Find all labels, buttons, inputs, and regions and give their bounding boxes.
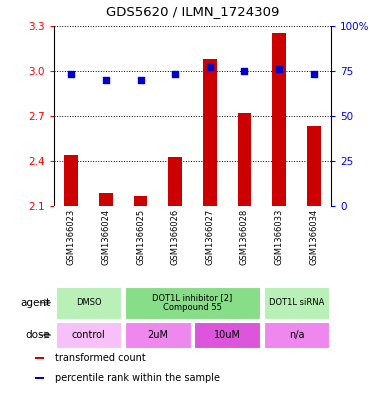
Text: DOT1L siRNA: DOT1L siRNA xyxy=(269,298,324,307)
Bar xyxy=(35,377,44,379)
Text: GSM1366028: GSM1366028 xyxy=(240,209,249,265)
Bar xyxy=(134,196,147,206)
Bar xyxy=(272,33,286,206)
Text: agent: agent xyxy=(20,298,50,308)
Text: dose: dose xyxy=(25,330,50,340)
Point xyxy=(103,77,109,83)
Bar xyxy=(125,287,260,318)
Text: GSM1366026: GSM1366026 xyxy=(171,209,180,265)
Bar xyxy=(264,322,330,348)
Point xyxy=(137,77,144,83)
Text: DMSO: DMSO xyxy=(76,298,101,307)
Point xyxy=(207,64,213,70)
Bar xyxy=(64,155,78,206)
Bar xyxy=(56,287,122,318)
Bar xyxy=(307,127,321,206)
Bar xyxy=(203,59,217,206)
Text: 2uM: 2uM xyxy=(147,330,168,340)
Bar xyxy=(35,357,44,360)
Bar xyxy=(56,322,122,348)
Text: 10uM: 10uM xyxy=(214,330,241,340)
Point xyxy=(68,71,74,77)
Text: transformed count: transformed count xyxy=(55,353,146,364)
Bar xyxy=(168,156,182,206)
Text: control: control xyxy=(72,330,105,340)
Point xyxy=(172,71,178,77)
Bar xyxy=(194,322,260,348)
Text: n/a: n/a xyxy=(289,330,304,340)
Text: GSM1366023: GSM1366023 xyxy=(67,209,76,265)
Text: GSM1366027: GSM1366027 xyxy=(205,209,214,265)
Bar xyxy=(125,322,191,348)
Bar xyxy=(99,193,113,206)
Text: percentile rank within the sample: percentile rank within the sample xyxy=(55,373,220,383)
Text: DOT1L inhibitor [2]
Compound 55: DOT1L inhibitor [2] Compound 55 xyxy=(152,293,233,312)
Text: GSM1366033: GSM1366033 xyxy=(275,209,284,265)
Point xyxy=(241,68,248,74)
Text: GSM1366024: GSM1366024 xyxy=(101,209,110,265)
Text: GSM1366034: GSM1366034 xyxy=(309,209,318,265)
Text: GDS5620 / ILMN_1724309: GDS5620 / ILMN_1724309 xyxy=(106,5,279,18)
Bar xyxy=(264,287,330,318)
Point xyxy=(276,66,282,72)
Point xyxy=(311,71,317,77)
Text: GSM1366025: GSM1366025 xyxy=(136,209,145,265)
Bar xyxy=(238,113,251,206)
